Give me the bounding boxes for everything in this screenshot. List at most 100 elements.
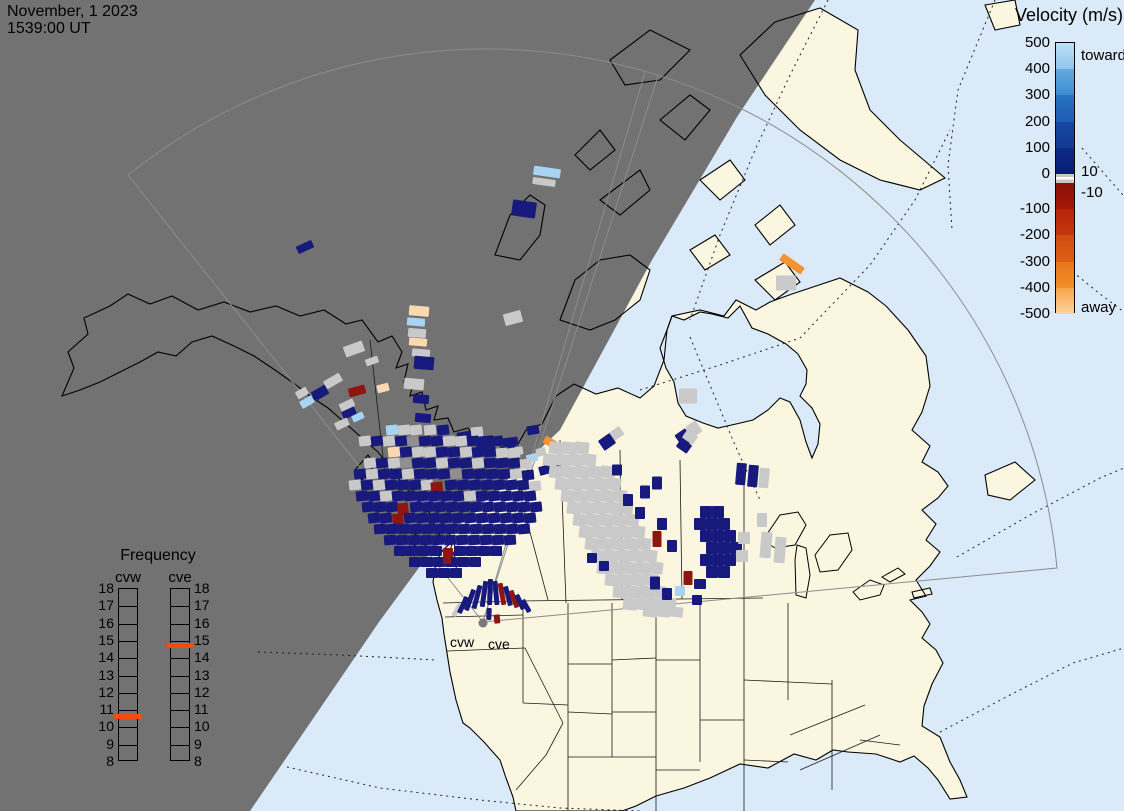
velocity-cell bbox=[426, 568, 438, 578]
velocity-cell bbox=[466, 546, 478, 556]
velocity-cell bbox=[612, 464, 622, 476]
velocity-cell bbox=[430, 435, 444, 447]
velocity-cell bbox=[511, 512, 525, 524]
velocity-cell bbox=[470, 426, 484, 438]
velocity-cell bbox=[712, 506, 724, 518]
velocity-cell bbox=[454, 435, 468, 447]
velocity-cell bbox=[519, 458, 533, 470]
velocity-cell bbox=[609, 561, 625, 575]
velocity-cell bbox=[430, 546, 442, 556]
velocity-tick-label: -200 bbox=[1019, 226, 1050, 244]
velocity-cell bbox=[436, 424, 450, 436]
velocity-cell bbox=[433, 501, 447, 513]
velocity-cell bbox=[747, 464, 759, 488]
velocity-cell bbox=[360, 479, 374, 491]
velocity-cell bbox=[712, 530, 724, 542]
velocity-cell bbox=[600, 465, 616, 479]
velocity-cell bbox=[464, 589, 476, 611]
velocity-cell bbox=[370, 435, 384, 447]
velocity-cell bbox=[548, 465, 564, 479]
frequency-scale-cve bbox=[170, 588, 190, 761]
inner-negative-label: -10 bbox=[1081, 184, 1103, 201]
velocity-cell bbox=[487, 490, 501, 502]
velocity-cell bbox=[610, 537, 626, 551]
velocity-cell bbox=[475, 490, 489, 502]
velocity-cell bbox=[409, 523, 423, 535]
velocity-cell bbox=[603, 549, 619, 563]
velocity-cell bbox=[718, 518, 730, 530]
velocity-cell bbox=[445, 523, 459, 535]
frequency-column-cve: cve bbox=[168, 569, 192, 586]
velocity-cell bbox=[451, 512, 465, 524]
frequency-marker-cvw bbox=[114, 713, 142, 719]
velocity-tick-label: -500 bbox=[1019, 305, 1050, 322]
velocity-cell bbox=[394, 435, 408, 447]
velocity-cell bbox=[449, 468, 463, 480]
velocity-cell bbox=[492, 580, 500, 606]
velocity-cell bbox=[471, 584, 483, 610]
velocity-cell bbox=[505, 523, 519, 535]
velocity-cell bbox=[779, 253, 805, 275]
velocity-cell bbox=[504, 479, 518, 491]
velocity-cell bbox=[738, 532, 750, 544]
velocity-cell bbox=[521, 469, 535, 481]
velocity-cell bbox=[469, 501, 483, 513]
frequency-tick bbox=[119, 623, 137, 625]
velocity-cell bbox=[438, 568, 450, 578]
velocity-cell bbox=[542, 453, 558, 467]
velocity-cell bbox=[616, 549, 632, 563]
colorbar-segment bbox=[1056, 235, 1074, 263]
night-terminator-shading bbox=[0, 0, 815, 811]
velocity-cell bbox=[599, 489, 615, 503]
velocity-cell bbox=[630, 525, 646, 539]
velocity-cell bbox=[528, 480, 542, 492]
colorbar-segment bbox=[1056, 287, 1074, 314]
velocity-legend: Velocity (m/s) 500 400 300 200 100 0 -100 -200 -… bbox=[1003, 2, 1124, 332]
velocity-cell bbox=[407, 327, 427, 339]
velocity-cell bbox=[361, 501, 375, 513]
velocity-cell bbox=[391, 490, 405, 502]
radar-site-dot bbox=[478, 618, 488, 628]
date-text: November, 1 2023 bbox=[7, 3, 138, 20]
velocity-cell bbox=[604, 525, 620, 539]
velocity-cell bbox=[355, 490, 369, 502]
frequency-tick-label: 14 bbox=[98, 649, 114, 666]
velocity-cell bbox=[343, 340, 365, 358]
velocity-cell bbox=[724, 530, 736, 542]
velocity-cell bbox=[401, 468, 415, 480]
velocity-cell bbox=[493, 523, 507, 535]
frequency-tick-label: 9 bbox=[106, 735, 114, 752]
velocity-cell bbox=[444, 479, 458, 491]
velocity-cell bbox=[591, 525, 607, 539]
time-text: 1539:00 UT bbox=[7, 20, 91, 37]
velocity-tick-label: 100 bbox=[1024, 138, 1050, 156]
velocity-cell bbox=[574, 441, 590, 455]
velocity-cell bbox=[481, 501, 495, 513]
velocity-cell bbox=[408, 479, 422, 491]
velocity-cell bbox=[411, 457, 425, 469]
colorbar-segment bbox=[1056, 147, 1074, 175]
velocity-cell bbox=[418, 435, 432, 447]
velocity-cell bbox=[478, 435, 492, 447]
velocity-cell bbox=[692, 595, 702, 605]
colorbar-segment bbox=[1056, 43, 1074, 71]
velocity-cell bbox=[718, 566, 730, 578]
velocity-cell bbox=[486, 607, 492, 621]
velocity-cell bbox=[492, 479, 506, 491]
velocity-cell bbox=[310, 385, 330, 401]
velocity-cell bbox=[435, 457, 449, 469]
velocity-cell bbox=[364, 355, 380, 367]
velocity-cell bbox=[323, 372, 343, 390]
frequency-tick-label: 13 bbox=[194, 666, 210, 683]
velocity-legend-title: Velocity (m/s) bbox=[1015, 5, 1124, 25]
velocity-cell bbox=[622, 597, 638, 611]
velocity-cell bbox=[517, 501, 531, 513]
velocity-cell bbox=[385, 424, 399, 436]
velocity-cell bbox=[376, 382, 390, 394]
velocity-tick-label: 200 bbox=[1024, 112, 1050, 130]
velocity-cell bbox=[396, 479, 410, 491]
velocity-cell bbox=[487, 578, 493, 606]
velocity-cell bbox=[700, 554, 712, 566]
velocity-cell bbox=[493, 614, 501, 624]
velocity-cell bbox=[585, 513, 601, 527]
